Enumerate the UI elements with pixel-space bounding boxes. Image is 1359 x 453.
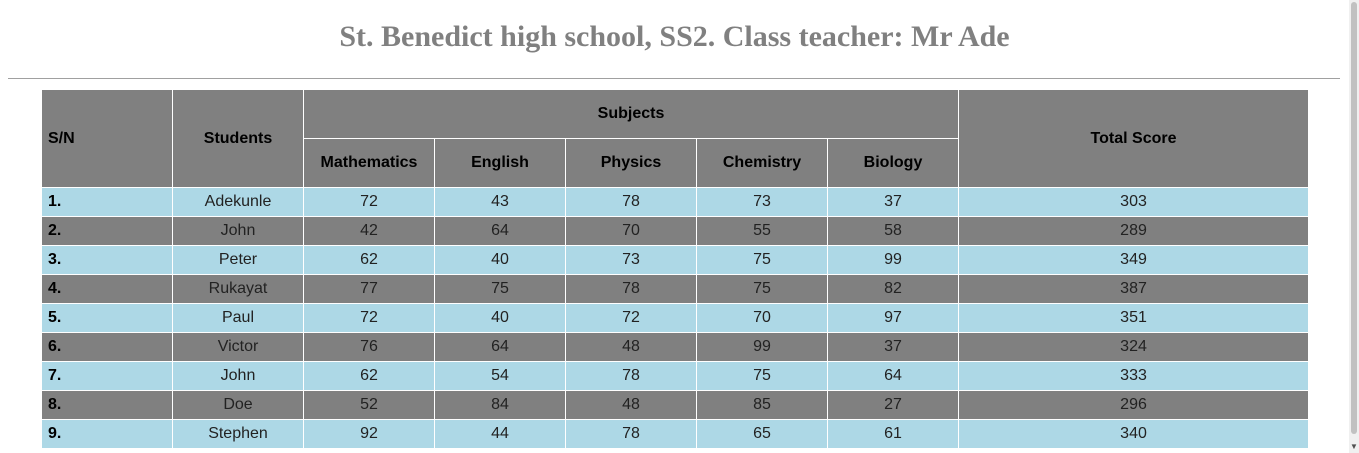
cell-total: 303 [958, 187, 1310, 217]
cell-mathematics: 77 [303, 274, 435, 304]
table-row: 8. Doe 52 84 48 85 27 296 [41, 390, 1310, 420]
cell-english: 64 [434, 216, 566, 246]
cell-student: John [172, 361, 304, 391]
cell-total: 333 [958, 361, 1310, 391]
cell-total: 289 [958, 216, 1310, 246]
cell-total: 387 [958, 274, 1310, 304]
column-header-students: Students [172, 89, 304, 188]
cell-mathematics: 42 [303, 216, 435, 246]
column-header-chemistry: Chemistry [696, 138, 828, 188]
cell-english: 40 [434, 303, 566, 333]
column-header-sn: S/N [41, 89, 173, 188]
cell-mathematics: 62 [303, 245, 435, 275]
cell-chemistry: 75 [696, 245, 828, 275]
cell-biology: 97 [826, 303, 960, 333]
vertical-scrollbar[interactable]: ▼ [1349, 0, 1359, 453]
cell-chemistry: 55 [696, 216, 828, 246]
cell-physics: 72 [565, 303, 697, 333]
cell-physics: 78 [565, 361, 697, 391]
cell-physics: 70 [565, 216, 697, 246]
cell-biology: 58 [826, 216, 960, 246]
cell-english: 64 [434, 332, 566, 362]
page-title: St. Benedict high school, SS2. Class tea… [339, 20, 1010, 53]
cell-english: 75 [434, 274, 566, 304]
cell-biology: 27 [826, 390, 960, 420]
table-row: 3. Peter 62 40 73 75 99 349 [41, 245, 1310, 275]
title-divider [8, 78, 1340, 79]
column-header-subjects-group: Subjects [302, 89, 960, 139]
cell-sn: 7. [41, 361, 173, 391]
cell-chemistry: 75 [696, 361, 828, 391]
grades-table: S/N Students Subjects Total Score Mathem… [41, 89, 1310, 449]
header-row-subjects: Mathematics English Physics Chemistry Bi… [42, 138, 1309, 188]
cell-biology: 37 [826, 332, 960, 362]
header-row-top: S/N Students Subjects Total Score [41, 89, 1310, 188]
cell-student: Victor [172, 332, 304, 362]
cell-sn: 3. [41, 245, 173, 275]
cell-physics: 78 [565, 419, 697, 449]
cell-english: 84 [434, 390, 566, 420]
cell-chemistry: 99 [696, 332, 828, 362]
table-row: 4. Rukayat 77 75 78 75 82 387 [41, 274, 1310, 304]
cell-chemistry: 85 [696, 390, 828, 420]
table-row: 2. John 42 64 70 55 58 289 [41, 216, 1310, 246]
cell-english: 44 [434, 419, 566, 449]
cell-student: Stephen [172, 419, 304, 449]
scrollbar-thumb[interactable] [1351, 2, 1357, 434]
column-header-biology: Biology [826, 138, 960, 188]
cell-physics: 78 [565, 187, 697, 217]
cell-chemistry: 75 [696, 274, 828, 304]
table-row: 1. Adekunle 72 43 78 73 37 303 [41, 187, 1310, 217]
cell-mathematics: 76 [303, 332, 435, 362]
cell-chemistry: 73 [696, 187, 828, 217]
cell-student: Peter [172, 245, 304, 275]
table-row: 5. Paul 72 40 72 70 97 351 [41, 303, 1310, 333]
table-row: 7. John 62 54 78 75 64 333 [41, 361, 1310, 391]
cell-sn: 6. [41, 332, 173, 362]
cell-student: Rukayat [172, 274, 304, 304]
cell-biology: 61 [826, 419, 960, 449]
table-row: 6. Victor 76 64 48 99 37 324 [41, 332, 1310, 362]
cell-mathematics: 92 [303, 419, 435, 449]
cell-mathematics: 62 [303, 361, 435, 391]
cell-chemistry: 70 [696, 303, 828, 333]
cell-sn: 9. [41, 419, 173, 449]
cell-mathematics: 72 [303, 187, 435, 217]
cell-physics: 48 [565, 332, 697, 362]
cell-total: 324 [958, 332, 1310, 362]
cell-sn: 4. [41, 274, 173, 304]
cell-english: 54 [434, 361, 566, 391]
cell-biology: 64 [826, 361, 960, 391]
cell-sn: 2. [41, 216, 173, 246]
cell-physics: 78 [565, 274, 697, 304]
cell-student: Paul [172, 303, 304, 333]
table-row: 9. Stephen 92 44 78 65 61 340 [41, 419, 1310, 449]
column-header-english: English [434, 138, 566, 188]
cell-total: 340 [958, 419, 1310, 449]
cell-english: 40 [434, 245, 566, 275]
column-header-total-score: Total Score [958, 89, 1310, 188]
column-header-physics: Physics [565, 138, 697, 188]
cell-student: John [172, 216, 304, 246]
cell-total: 296 [958, 390, 1310, 420]
cell-biology: 99 [826, 245, 960, 275]
cell-sn: 1. [41, 187, 173, 217]
cell-sn: 8. [41, 390, 173, 420]
cell-mathematics: 72 [303, 303, 435, 333]
cell-student: Doe [172, 390, 304, 420]
cell-mathematics: 52 [303, 390, 435, 420]
scroll-down-arrow-icon[interactable]: ▼ [1350, 442, 1358, 451]
cell-student: Adekunle [172, 187, 304, 217]
cell-total: 349 [958, 245, 1310, 275]
cell-english: 43 [434, 187, 566, 217]
cell-physics: 48 [565, 390, 697, 420]
cell-chemistry: 65 [696, 419, 828, 449]
cell-physics: 73 [565, 245, 697, 275]
cell-biology: 82 [826, 274, 960, 304]
cell-sn: 5. [41, 303, 173, 333]
column-header-mathematics: Mathematics [303, 138, 435, 188]
cell-biology: 37 [826, 187, 960, 217]
cell-total: 351 [958, 303, 1310, 333]
